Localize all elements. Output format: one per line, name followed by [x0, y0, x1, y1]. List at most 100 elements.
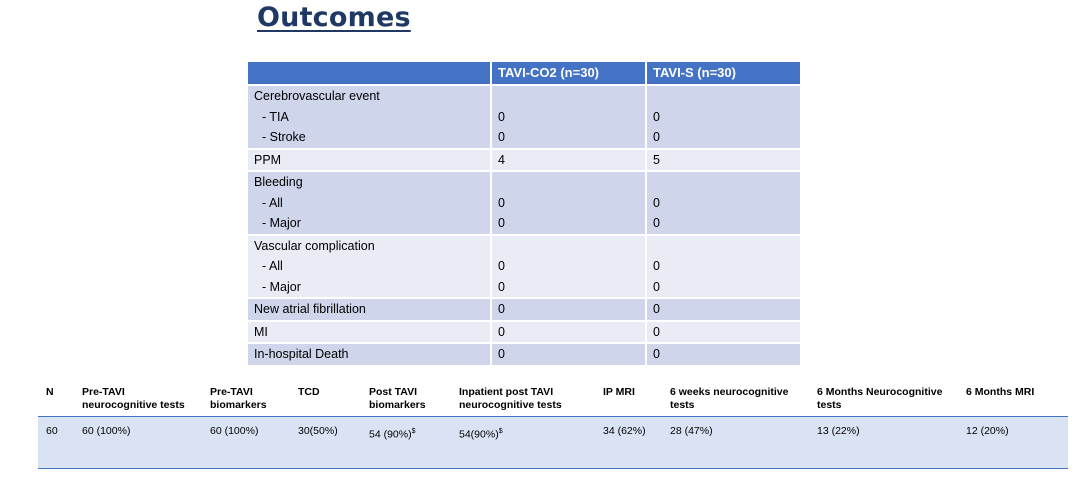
outcome-label-cell: New atrial fibrillation [248, 298, 492, 322]
outcome-row: MI 0 0 [248, 320, 800, 344]
tests-value: 13 (22%) [817, 425, 860, 437]
outcome-value: 0 [498, 324, 505, 339]
page-title: Outcomes [257, 2, 411, 33]
tests-value-cell: 13 (22%) [809, 416, 958, 469]
outcome-label: Bleeding [254, 175, 303, 189]
outcome-sublabel: - Stroke [262, 130, 306, 144]
tests-value-cell: 12 (20%) [958, 416, 1068, 469]
outcomes-header-row: TAVI-CO2 (n=30) TAVI-S (n=30) [248, 62, 800, 86]
tests-value-cell: 60 (100%) [74, 416, 202, 469]
outcome-value: 0 [653, 347, 660, 361]
header-blank [248, 62, 492, 86]
outcome-value-cell-co2: 0 [491, 343, 647, 367]
outcome-label-cell: PPM [248, 148, 492, 172]
outcome-value-cell-s: 0 [646, 343, 800, 367]
outcome-value: 0 [498, 347, 505, 361]
footnote-mark: $ [411, 428, 416, 435]
outcome-value: 0 [653, 109, 660, 124]
outcome-row: In-hospital Death 0 0 [248, 343, 800, 367]
tests-value-cell: 54(90%)$ [451, 416, 595, 469]
header-tavi-s: TAVI-S (n=30) [646, 62, 800, 86]
tests-value-cell: 60 (100%) [202, 416, 290, 469]
outcomes-table: TAVI-CO2 (n=30) TAVI-S (n=30) Cerebrovas… [248, 62, 800, 367]
tests-header-cell: Pre-TAVI biomarkers [202, 383, 290, 417]
tests-value: 12 (20%) [966, 425, 1009, 437]
tests-header-cell: Inpatient post TAVI neurocognitive tests [451, 383, 595, 417]
tests-header-cell: Post TAVI biomarkers [361, 383, 451, 417]
outcome-value: 4 [498, 152, 505, 167]
outcome-value: 0 [498, 302, 505, 316]
tests-value: 28 (47%) [670, 425, 713, 437]
outcome-sublabel: - Major [262, 216, 301, 230]
outcome-value: 0 [653, 195, 660, 210]
outcome-sublabel: - TIA [262, 109, 289, 124]
outcome-label: PPM [254, 152, 282, 167]
tests-header-cell: IP MRI [595, 383, 662, 417]
tests-header-row: N Pre-TAVI neurocognitive tests Pre-TAVI b… [38, 383, 1068, 417]
outcome-value: 0 [498, 216, 505, 230]
outcome-label-cell: MI [248, 320, 492, 344]
outcome-row: PPM 4 5 [248, 148, 800, 172]
tests-value: 54 (90%) [369, 428, 412, 441]
tests-value-cell: 28 (47%) [662, 416, 809, 469]
outcome-value: 0 [653, 279, 660, 294]
outcome-value [653, 172, 800, 193]
tests-header-cell: 6 Months MRI [958, 383, 1068, 417]
outcome-value [498, 236, 645, 257]
outcome-label: Cerebrovascular event [254, 89, 380, 103]
outcome-value: 0 [498, 279, 505, 294]
outcome-value-cell-co2: 0 [491, 298, 647, 322]
outcome-sublabel: - All [262, 259, 283, 273]
outcome-value: 0 [653, 130, 660, 144]
outcome-value [653, 86, 800, 107]
outcome-label: In-hospital Death [254, 347, 349, 361]
outcome-label-cell: Cerebrovascular event - TIA - Stroke [248, 85, 492, 150]
outcome-label: MI [254, 324, 268, 339]
tests-value: 60 (100%) [82, 425, 131, 437]
tests-value-cell: 34 (62%) [595, 416, 662, 469]
outcome-value-cell-co2: 4 [491, 148, 647, 172]
tests-value-cell: 60 [38, 416, 74, 469]
outcome-value [498, 172, 645, 193]
outcome-value-cell-s: 5 [646, 148, 800, 172]
outcome-value: 0 [653, 302, 660, 316]
tests-header-cell: 6 Months Neurocognitive tests [809, 383, 958, 417]
tests-header-cell: N [38, 383, 74, 417]
outcome-label-cell: Bleeding - All - Major [248, 171, 492, 236]
outcome-value-cell-s: 0 [646, 320, 800, 344]
tests-header-cell: TCD [290, 383, 361, 417]
outcome-label-cell: In-hospital Death [248, 343, 492, 367]
outcome-value: 5 [653, 152, 660, 167]
header-tavi-co2: TAVI-CO2 (n=30) [491, 62, 647, 86]
tests-value: 34 (62%) [603, 425, 646, 437]
outcome-value: 0 [498, 259, 505, 273]
outcome-value: 0 [653, 216, 660, 230]
outcome-sublabel: - All [262, 195, 283, 210]
tests-value-cell: 54 (90%)$ [361, 416, 451, 469]
tests-header-cell: 6 weeks neurocognitive tests [662, 383, 809, 417]
outcome-label-cell: Vascular complication - All - Major [248, 234, 492, 299]
footnote-mark: $ [498, 428, 503, 435]
outcome-label: New atrial fibrillation [254, 302, 366, 316]
outcome-value: 0 [498, 195, 505, 210]
tests-value: 54(90%) [459, 428, 499, 441]
outcome-value: 0 [498, 130, 505, 144]
tests-value: 60 [46, 425, 58, 437]
outcome-value: 0 [653, 259, 660, 273]
outcome-value: 0 [498, 109, 505, 124]
outcome-value-cell-s: 0 [646, 298, 800, 322]
table-row: 60 60 (100%) 60 (100%) 30(50%) 54 (90%)$ 54(9… [38, 416, 1068, 469]
outcome-value: 0 [653, 324, 660, 339]
outcome-label: Vascular complication [254, 238, 375, 253]
tests-value: 30(50%) [298, 425, 338, 437]
